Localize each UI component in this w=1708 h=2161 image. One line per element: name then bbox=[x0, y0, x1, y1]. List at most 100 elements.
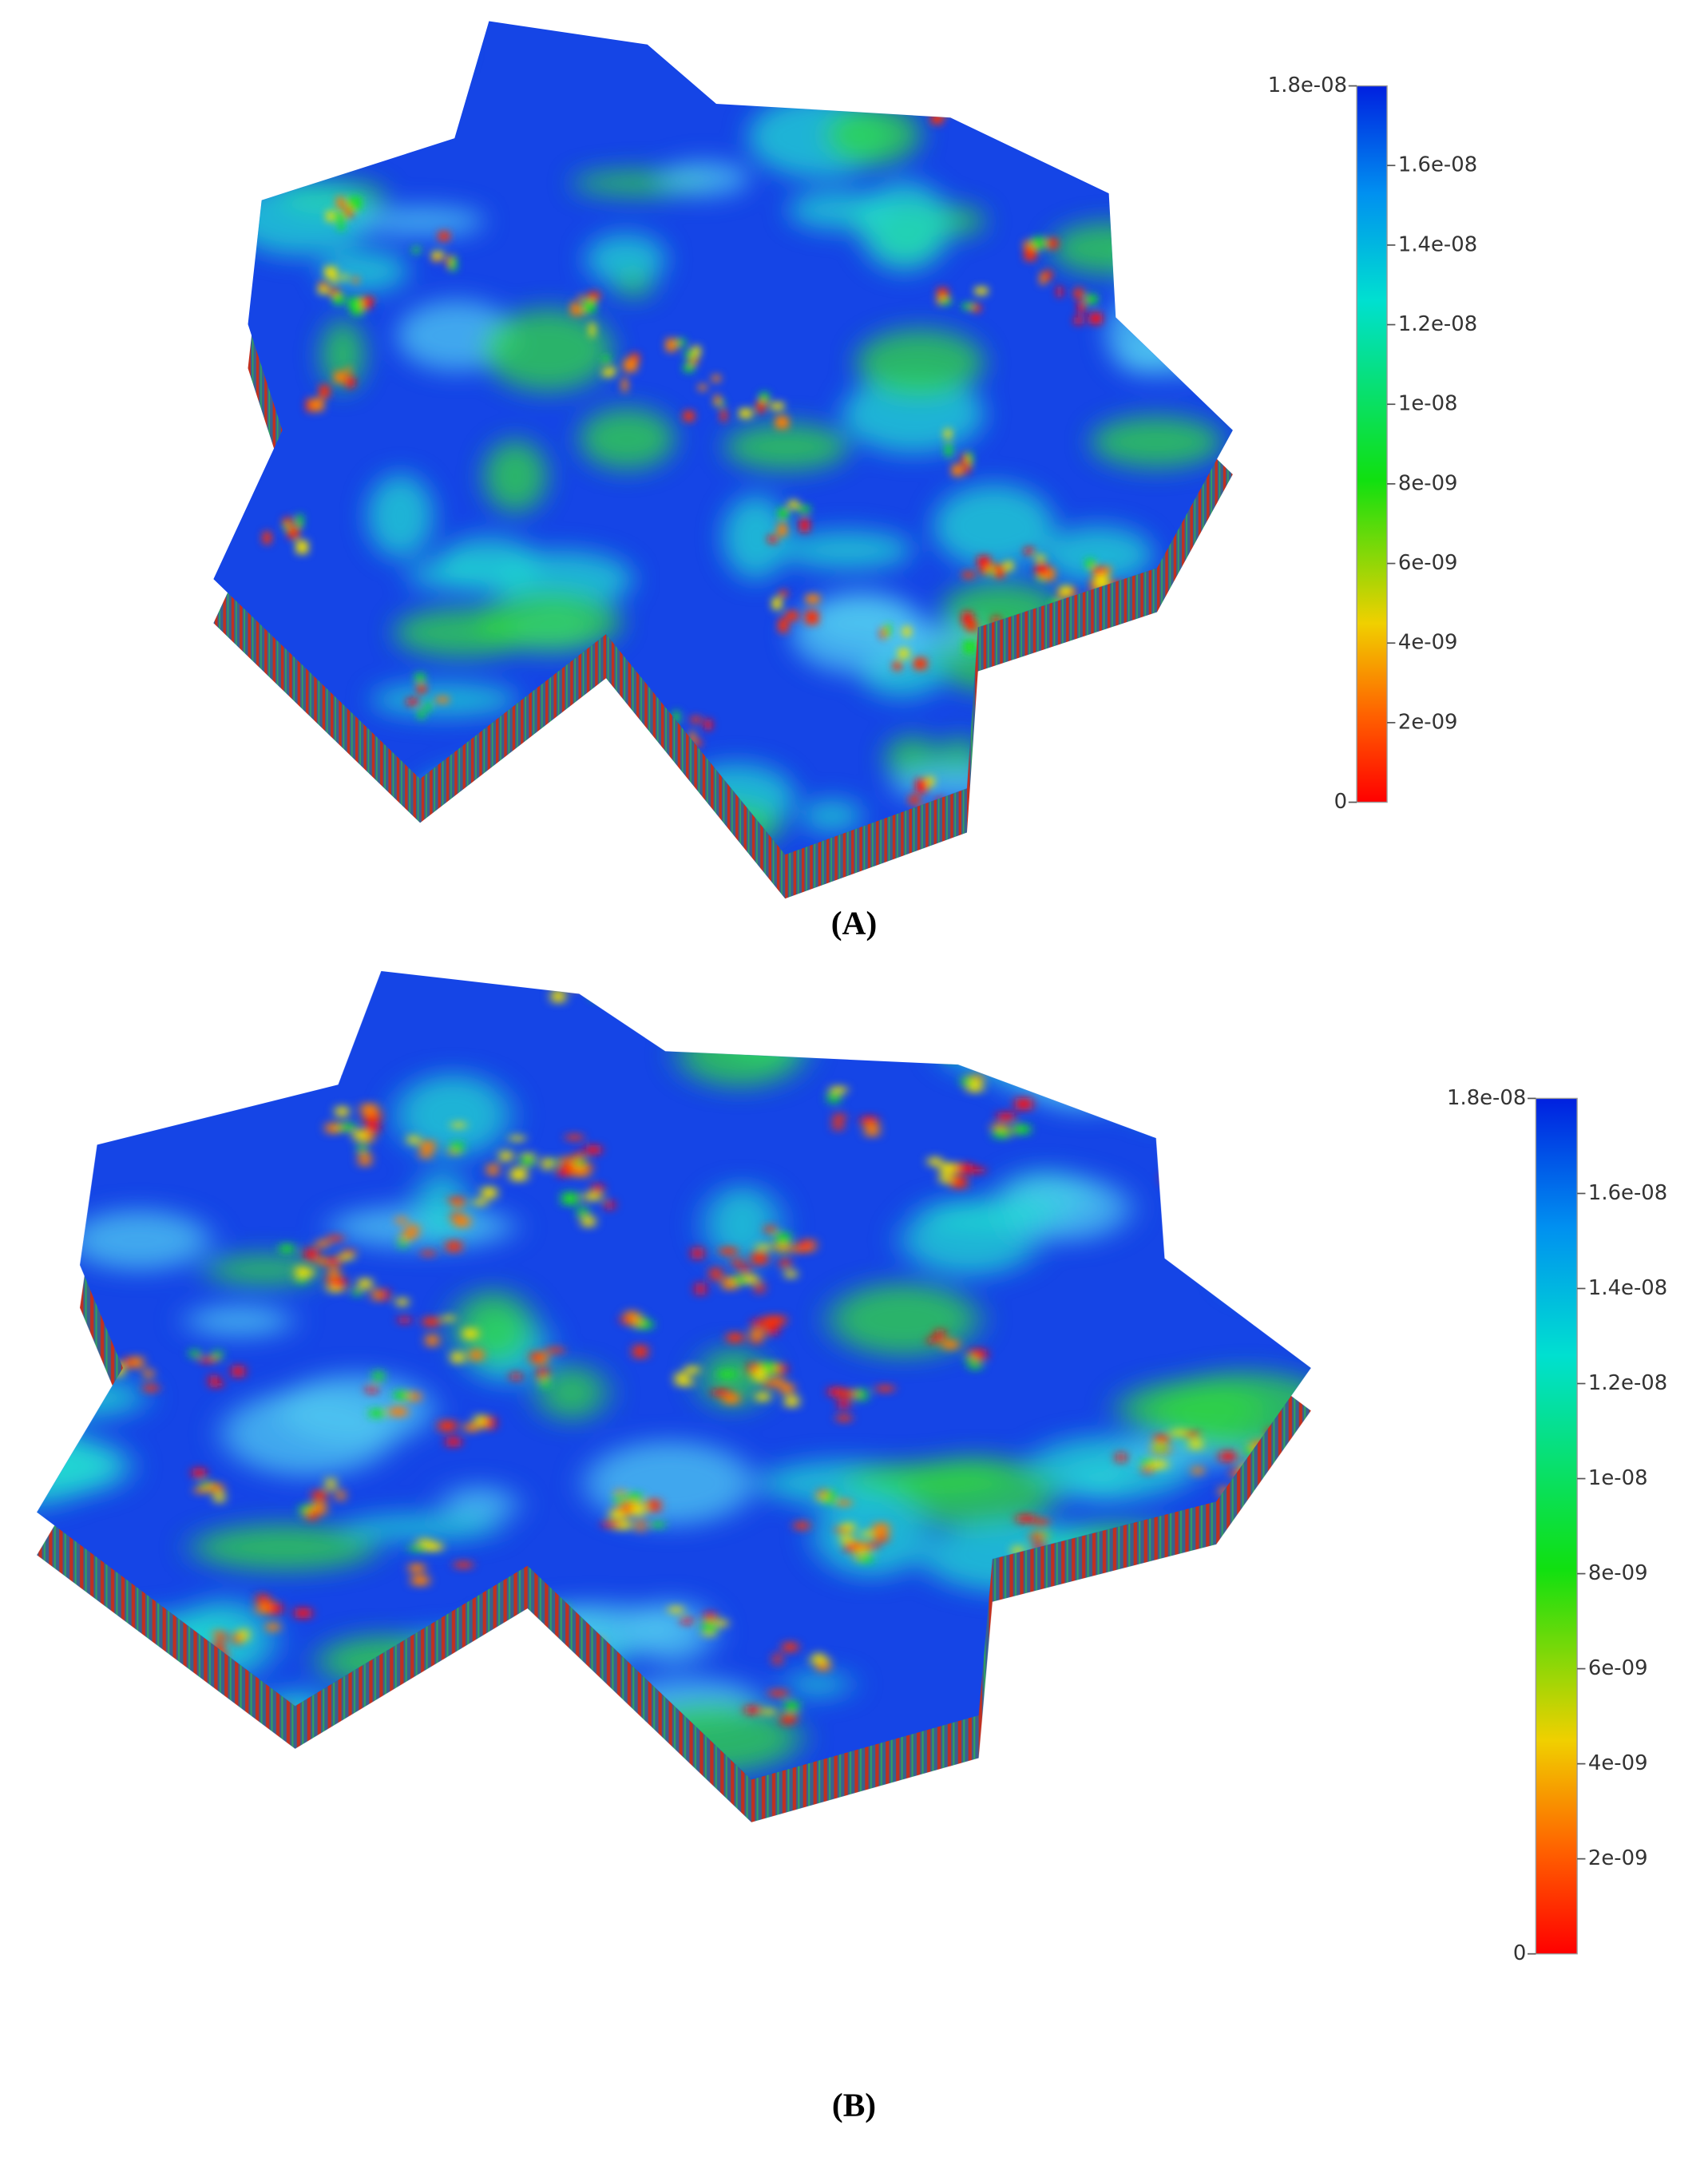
field-speck bbox=[377, 1713, 392, 1722]
field-blob bbox=[1227, 1239, 1306, 1295]
field-speck bbox=[777, 523, 787, 537]
field-speck bbox=[326, 211, 335, 222]
field-speck bbox=[610, 1510, 625, 1519]
field-blob bbox=[585, 233, 667, 285]
field-blob bbox=[292, 759, 349, 828]
field-speck bbox=[399, 1316, 410, 1324]
field-speck bbox=[614, 1520, 632, 1530]
field-speck bbox=[829, 1387, 843, 1397]
field-speck bbox=[800, 1241, 814, 1248]
field-speck bbox=[635, 1319, 652, 1330]
field-speck bbox=[386, 57, 400, 63]
field-blob bbox=[1180, 189, 1233, 222]
tick-label: 0 bbox=[1334, 790, 1347, 814]
field-speck bbox=[135, 1008, 151, 1016]
field-speck bbox=[916, 779, 928, 793]
field-speck bbox=[120, 1631, 135, 1642]
field-speck bbox=[73, 1387, 82, 1396]
field-speck bbox=[412, 247, 421, 253]
field-speck bbox=[394, 1755, 406, 1763]
field-speck bbox=[997, 1112, 1015, 1121]
field-speck bbox=[474, 1199, 487, 1206]
field-speck bbox=[885, 624, 891, 636]
field-speck bbox=[523, 1629, 531, 1640]
field-speck bbox=[1035, 555, 1046, 561]
field-speck bbox=[1267, 1284, 1278, 1291]
field-speck bbox=[582, 1215, 595, 1227]
field-speck bbox=[116, 1085, 128, 1096]
field-speck bbox=[438, 231, 450, 241]
field-speck bbox=[608, 367, 616, 373]
field-speck bbox=[370, 1409, 384, 1418]
tick-label: 2e-09 bbox=[1398, 710, 1458, 734]
field-speck bbox=[305, 129, 317, 137]
field-blob bbox=[68, 1210, 210, 1271]
field-blob bbox=[364, 21, 458, 77]
field-speck bbox=[589, 323, 596, 337]
field-speck bbox=[1322, 1312, 1334, 1325]
field-speck bbox=[780, 1383, 794, 1394]
field-speck bbox=[1047, 238, 1058, 249]
field-speck bbox=[785, 1700, 799, 1712]
field-speck bbox=[1304, 1568, 1311, 1577]
field-speck bbox=[98, 1001, 111, 1013]
field-speck bbox=[935, 1329, 945, 1341]
field-speck bbox=[909, 795, 920, 805]
field-speck bbox=[676, 1372, 688, 1386]
field-speck bbox=[629, 353, 640, 364]
field-speck bbox=[532, 1643, 549, 1652]
field-speck bbox=[423, 1317, 439, 1326]
field-speck bbox=[541, 1377, 549, 1390]
field-speck bbox=[99, 1073, 107, 1080]
field-speck bbox=[1073, 288, 1084, 299]
field-blob bbox=[437, 537, 540, 593]
field-speck bbox=[421, 1140, 435, 1152]
field-speck bbox=[710, 1267, 721, 1281]
panel-label: (A) bbox=[831, 904, 877, 942]
field-speck bbox=[767, 535, 778, 543]
field-speck bbox=[698, 384, 707, 391]
field-blob bbox=[367, 474, 434, 558]
field-speck bbox=[59, 1374, 69, 1382]
field-speck bbox=[566, 1134, 583, 1140]
field-blob bbox=[483, 308, 613, 392]
tick-label: 1e-08 bbox=[1398, 392, 1458, 416]
field-blob bbox=[1222, 1620, 1281, 1651]
field-speck bbox=[1316, 1333, 1330, 1340]
field-speck bbox=[898, 648, 909, 659]
field-speck bbox=[1269, 1283, 1281, 1290]
field-blob bbox=[483, 440, 548, 513]
field-speck bbox=[841, 1535, 853, 1544]
field-speck bbox=[854, 1543, 870, 1551]
field-speck bbox=[485, 1416, 495, 1429]
field-speck bbox=[1151, 1460, 1167, 1469]
field-speck bbox=[449, 1196, 465, 1203]
field-speck bbox=[972, 1167, 985, 1174]
field-speck bbox=[93, 1087, 106, 1100]
field-speck bbox=[361, 49, 373, 58]
field-speck bbox=[1194, 798, 1202, 811]
field-speck bbox=[929, 1156, 941, 1166]
field-speck bbox=[1338, 1714, 1351, 1720]
field-speck bbox=[727, 1332, 743, 1343]
field-speck bbox=[854, 988, 868, 998]
field-speck bbox=[765, 1225, 775, 1234]
field-speck bbox=[248, 668, 257, 680]
field-speck bbox=[1200, 568, 1214, 577]
field-speck bbox=[352, 276, 359, 284]
field-speck bbox=[788, 500, 799, 509]
field-speck bbox=[704, 1612, 716, 1624]
field-speck bbox=[1211, 579, 1224, 586]
field-speck bbox=[372, 1289, 381, 1301]
field-speck bbox=[1155, 1434, 1169, 1443]
field-speck bbox=[1092, 566, 1104, 577]
field-speck bbox=[534, 1651, 542, 1658]
field-speck bbox=[739, 1267, 751, 1273]
field-speck bbox=[944, 429, 952, 439]
field-speck bbox=[583, 300, 596, 313]
field-speck bbox=[1156, 1623, 1167, 1629]
field-speck bbox=[942, 1339, 958, 1350]
field-blob bbox=[355, 206, 485, 236]
field-speck bbox=[963, 640, 977, 654]
